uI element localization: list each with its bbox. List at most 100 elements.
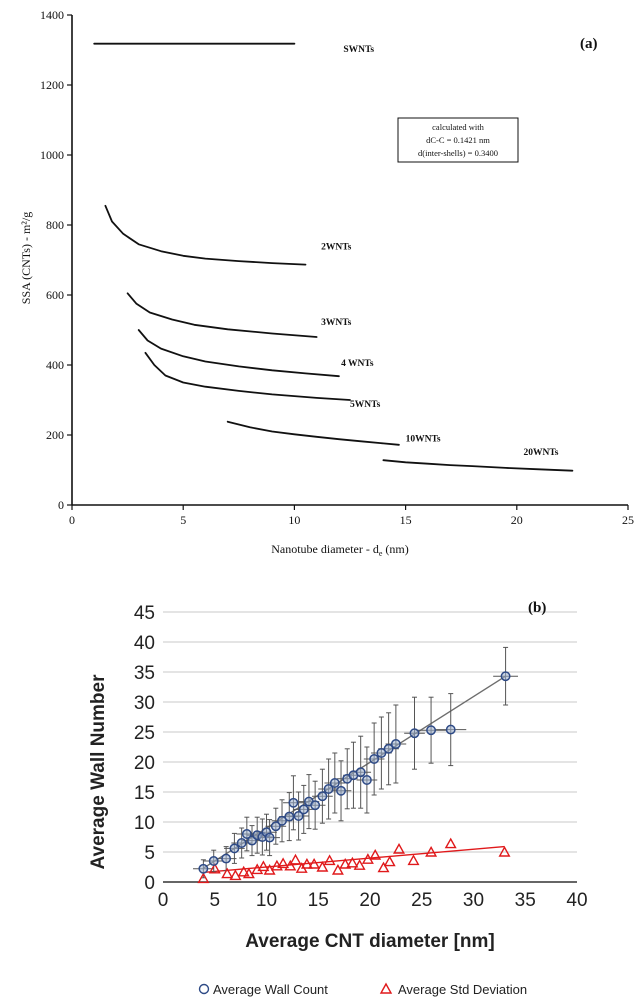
y-tick-label: 40 <box>134 633 155 654</box>
std-deviation-point <box>221 867 234 879</box>
curve-4wnts <box>137 329 340 378</box>
x-tick-label: 20 <box>359 890 380 911</box>
std-deviation-point <box>308 857 321 869</box>
wall-count-point <box>426 725 437 736</box>
wall-count-point <box>383 743 394 754</box>
std-deviation-point <box>316 860 329 872</box>
y-tick-label: 10 <box>134 813 155 834</box>
wall-count-point <box>288 797 299 808</box>
chart-b-x-axis-label: Average CNT diameter [nm] <box>245 931 495 952</box>
std-deviation-point <box>331 863 344 875</box>
chart-a-annotation-box: calculated with dC-C = 0.1421 nm d(inter… <box>397 117 519 163</box>
y-tick-label: 20 <box>134 753 155 774</box>
y-tick-label: 30 <box>134 693 155 714</box>
curve-20wnts <box>382 459 574 472</box>
wall-count-point <box>317 791 328 802</box>
legend-item-wall-count: Average Wall Count <box>198 982 328 997</box>
x-tick-label: 15 <box>400 513 412 527</box>
chart-b-ticks: 0 5 10 15 20 25 30 35 40 45 0 5 10 15 20 25 30 35 40 <box>134 603 588 911</box>
std-deviation-point <box>300 857 313 869</box>
y-tick-label: 15 <box>134 783 155 804</box>
wall-count-point <box>336 785 346 796</box>
annotation-line-2: dC-C = 0.1421 nm <box>426 135 490 145</box>
wall-count-point <box>264 832 275 843</box>
wall-count-point <box>293 811 304 821</box>
legend-label-std-deviation: Average Std Deviation <box>398 982 527 997</box>
legend-triangle-marker-icon <box>379 982 393 994</box>
y-tick-label: 1400 <box>40 8 64 22</box>
x-tick-label: 25 <box>411 890 432 911</box>
std-deviation-point <box>208 862 221 874</box>
std-deviation-point <box>353 859 366 870</box>
wall-count-point <box>376 748 387 758</box>
trendline <box>203 845 505 874</box>
x-tick-label: 5 <box>209 890 220 911</box>
y-tick-label: 5 <box>144 843 155 864</box>
wall-count-point <box>270 821 281 832</box>
x-tick-label: 25 <box>622 513 634 527</box>
std-deviation-point <box>346 856 359 868</box>
x-tick-label: 35 <box>515 890 536 911</box>
wall-count-point <box>409 728 420 739</box>
wall-count-point <box>355 767 366 778</box>
chart-b-y-axis-label: Average Wall Number <box>88 674 109 870</box>
curve-label: 4 WNTs <box>341 359 374 369</box>
legend-item-std-deviation: Average Std Deviation <box>379 982 527 997</box>
std-deviation-point <box>383 855 396 867</box>
wall-count-point <box>361 775 372 785</box>
std-deviation-point <box>284 859 297 871</box>
chart-a-y-axis-label: SSA (CNTs) - m²/g <box>19 212 33 304</box>
wall-count-point <box>298 804 309 815</box>
curve-2wnts <box>104 204 307 266</box>
x-tick-label: 5 <box>180 513 186 527</box>
wall-count-point <box>208 856 219 866</box>
std-deviation-point <box>498 845 511 857</box>
panel-label-a: (a) <box>580 36 598 52</box>
wall-count-point <box>500 671 511 682</box>
x-axis-label-subscript: e <box>379 549 383 558</box>
std-deviation-point <box>229 869 242 881</box>
wall-count-point <box>390 739 401 749</box>
legend-label-wall-count: Average Wall Count <box>213 982 328 997</box>
wall-count-point <box>323 784 334 794</box>
curve-5wnts <box>144 351 351 401</box>
annotation-line-3: d(inter-shells) = 0.3400 <box>418 148 498 158</box>
std-deviation-point <box>323 854 336 866</box>
std-deviation-point <box>257 860 270 872</box>
y-tick-label: 0 <box>58 498 64 512</box>
wall-count-point <box>198 863 209 874</box>
curve-label: 2WNTs <box>321 243 352 253</box>
wall-count-point <box>221 853 232 864</box>
std-deviation-point <box>425 845 438 857</box>
y-tick-label: 600 <box>46 288 64 302</box>
annotation-line-1: calculated with <box>432 122 484 132</box>
std-deviation-point <box>444 837 457 849</box>
y-tick-label: 800 <box>46 218 64 232</box>
x-tick-label: 10 <box>288 513 300 527</box>
x-tick-label: 40 <box>566 890 587 911</box>
std-deviation-series <box>197 837 511 884</box>
wall-count-point <box>445 724 456 735</box>
chart-a-x-axis-label: Nanotube diameter - de (nm) <box>271 542 409 558</box>
std-deviation-point <box>289 853 302 865</box>
x-tick-label: 0 <box>158 890 169 911</box>
std-deviation-point <box>339 857 352 869</box>
chart-a-series: SWNTs 2WNTs 3WNTs 4 WNTs 5WNTs 10WNTs 20WNTs <box>93 42 574 472</box>
curve-label: 5WNTs <box>350 400 381 410</box>
chart-a-axes <box>71 15 628 506</box>
std-deviation-point <box>407 854 420 866</box>
std-deviation-point <box>242 867 255 879</box>
wall-count-point <box>277 815 287 826</box>
x-axis-label-main: Nanotube diameter - d <box>271 542 379 556</box>
y-tick-label: 25 <box>134 723 155 744</box>
curve-10wnts <box>226 420 400 446</box>
std-deviation-point <box>237 865 250 877</box>
wall-count-point <box>310 800 321 811</box>
wall-count-series <box>198 671 511 874</box>
x-axis-label-unit: (nm) <box>382 542 408 556</box>
wall-count-point <box>329 778 340 788</box>
curve-label: 3WNTs <box>321 318 352 328</box>
y-tick-label: 1000 <box>40 148 64 162</box>
std-deviation-point <box>369 848 382 860</box>
y-tick-label: 45 <box>134 603 155 624</box>
